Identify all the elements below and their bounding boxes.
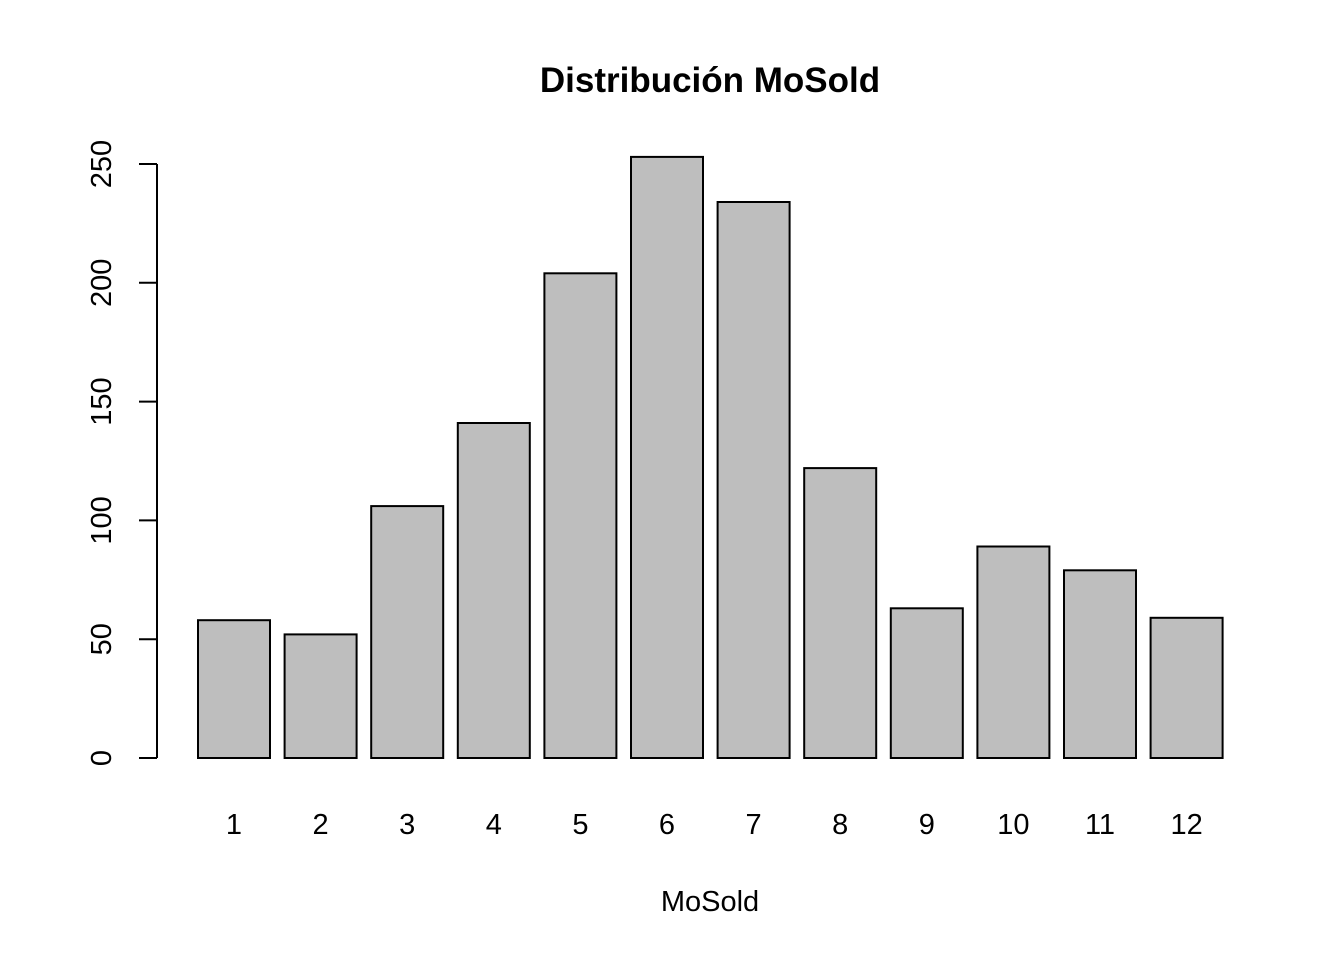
x-tick-label-11: 11 bbox=[1085, 809, 1115, 841]
bar-10 bbox=[976, 545, 1051, 759]
x-tick-label-10: 10 bbox=[997, 809, 1029, 841]
chart-title: Distribución MoSold bbox=[540, 61, 880, 100]
y-tick-label-100: 100 bbox=[86, 496, 118, 544]
bar-8 bbox=[803, 467, 878, 759]
y-tick-label-0: 0 bbox=[86, 750, 118, 766]
bars-group bbox=[197, 155, 1224, 760]
bar-7 bbox=[716, 201, 791, 759]
bar-11 bbox=[1063, 569, 1137, 759]
x-axis-title: MoSold bbox=[661, 886, 759, 918]
x-tick-label-7: 7 bbox=[746, 809, 762, 841]
bar-12 bbox=[1149, 616, 1224, 759]
bar-1 bbox=[197, 619, 271, 760]
x-tick-label-1: 1 bbox=[226, 809, 242, 841]
bar-3 bbox=[370, 505, 445, 759]
x-tick-label-2: 2 bbox=[313, 809, 329, 841]
bar-2 bbox=[283, 633, 358, 760]
x-tick-label-12: 12 bbox=[1170, 809, 1202, 841]
bar-6 bbox=[630, 155, 704, 759]
x-tick-label-9: 9 bbox=[919, 809, 935, 841]
x-tick-label-5: 5 bbox=[572, 809, 588, 841]
y-tick-label-250: 250 bbox=[86, 140, 118, 188]
y-tick-label-200: 200 bbox=[86, 259, 118, 307]
y-tick-label-50: 50 bbox=[86, 623, 118, 655]
y-tick-label-150: 150 bbox=[86, 377, 118, 425]
x-tick-label-8: 8 bbox=[832, 809, 848, 841]
y-axis: 0 50 100 150 200 250 bbox=[86, 140, 158, 766]
bar-4 bbox=[456, 422, 531, 759]
bar-5 bbox=[543, 272, 618, 759]
bar-9 bbox=[889, 607, 964, 759]
x-tick-label-4: 4 bbox=[486, 809, 502, 841]
x-tick-label-6: 6 bbox=[659, 809, 675, 841]
x-tick-label-3: 3 bbox=[399, 809, 415, 841]
x-tick-labels: 1 2 3 4 5 6 7 8 9 10 11 12 bbox=[226, 809, 1203, 841]
